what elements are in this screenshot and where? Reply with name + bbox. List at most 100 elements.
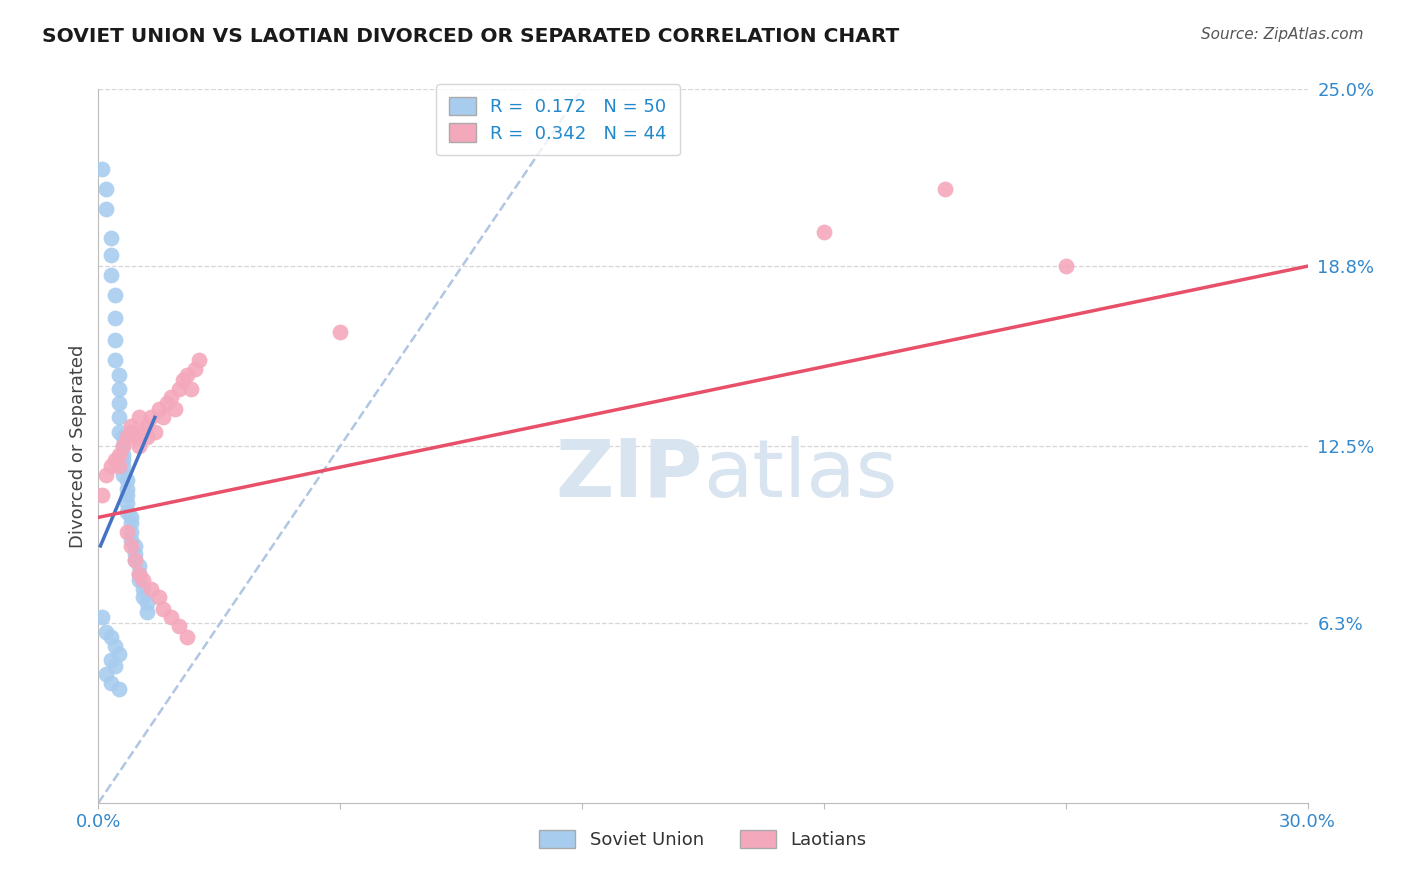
Point xyxy=(115,505,138,519)
Point xyxy=(100,268,122,282)
Point xyxy=(172,373,194,387)
Point xyxy=(176,368,198,382)
Point xyxy=(167,619,190,633)
Text: SOVIET UNION VS LAOTIAN DIVORCED OR SEPARATED CORRELATION CHART: SOVIET UNION VS LAOTIAN DIVORCED OR SEPA… xyxy=(42,27,900,45)
Point xyxy=(115,473,138,487)
Point xyxy=(329,325,352,339)
Point xyxy=(176,630,198,644)
Text: atlas: atlas xyxy=(703,435,897,514)
Point xyxy=(103,453,125,467)
Text: ZIP: ZIP xyxy=(555,435,703,514)
Point xyxy=(111,439,134,453)
Point xyxy=(96,202,118,216)
Point xyxy=(139,410,162,425)
Point xyxy=(107,448,129,462)
Point xyxy=(111,430,134,444)
Point xyxy=(103,287,125,301)
Point xyxy=(103,310,125,325)
Point xyxy=(103,639,125,653)
Point xyxy=(152,410,174,425)
Point xyxy=(128,439,150,453)
Point xyxy=(111,453,134,467)
Point xyxy=(160,610,183,624)
Point xyxy=(128,558,150,573)
Point xyxy=(124,430,146,444)
Point xyxy=(934,182,956,196)
Point xyxy=(115,496,138,510)
Point xyxy=(107,425,129,439)
Point xyxy=(115,482,138,496)
Point xyxy=(132,582,155,596)
Point xyxy=(111,467,134,482)
Point xyxy=(128,573,150,587)
Point xyxy=(107,368,129,382)
Point xyxy=(128,567,150,582)
Point xyxy=(124,548,146,562)
Point xyxy=(111,439,134,453)
Point xyxy=(107,458,129,473)
Point xyxy=(100,676,122,690)
Point xyxy=(100,248,122,262)
Point xyxy=(148,401,170,416)
Point xyxy=(100,630,122,644)
Legend: Soviet Union, Laotians: Soviet Union, Laotians xyxy=(530,821,876,858)
Point xyxy=(100,458,122,473)
Point xyxy=(139,582,162,596)
Point xyxy=(115,487,138,501)
Point xyxy=(107,382,129,396)
Point xyxy=(180,382,202,396)
Point xyxy=(160,391,183,405)
Point xyxy=(120,524,142,539)
Point xyxy=(167,382,190,396)
Point xyxy=(152,601,174,615)
Point xyxy=(111,458,134,473)
Point xyxy=(96,467,118,482)
Point xyxy=(120,425,142,439)
Point xyxy=(107,648,129,662)
Point xyxy=(135,430,157,444)
Point xyxy=(107,410,129,425)
Point xyxy=(115,430,138,444)
Point xyxy=(107,681,129,696)
Point xyxy=(135,605,157,619)
Point xyxy=(120,539,142,553)
Point xyxy=(100,230,122,244)
Point xyxy=(103,353,125,368)
Point xyxy=(128,410,150,425)
Point xyxy=(96,624,118,639)
Point xyxy=(135,596,157,610)
Point xyxy=(143,425,166,439)
Point xyxy=(124,539,146,553)
Point xyxy=(96,182,118,196)
Point xyxy=(120,516,142,530)
Point xyxy=(184,362,207,376)
Point xyxy=(100,653,122,667)
Point xyxy=(135,419,157,434)
Point xyxy=(148,591,170,605)
Point xyxy=(124,553,146,567)
Point xyxy=(103,658,125,673)
Point xyxy=(163,401,186,416)
Point xyxy=(1054,259,1077,273)
Point xyxy=(91,487,114,501)
Point xyxy=(91,162,114,177)
Text: Source: ZipAtlas.com: Source: ZipAtlas.com xyxy=(1201,27,1364,42)
Y-axis label: Divorced or Separated: Divorced or Separated xyxy=(69,344,87,548)
Point xyxy=(91,610,114,624)
Point xyxy=(115,524,138,539)
Point xyxy=(120,533,142,548)
Point xyxy=(120,510,142,524)
Point xyxy=(132,573,155,587)
Point xyxy=(813,225,835,239)
Point xyxy=(120,419,142,434)
Point xyxy=(188,353,211,368)
Point xyxy=(156,396,179,410)
Point xyxy=(107,396,129,410)
Point xyxy=(128,567,150,582)
Point xyxy=(103,334,125,348)
Point xyxy=(132,591,155,605)
Point xyxy=(111,448,134,462)
Point xyxy=(124,553,146,567)
Point xyxy=(132,425,155,439)
Point xyxy=(96,667,118,681)
